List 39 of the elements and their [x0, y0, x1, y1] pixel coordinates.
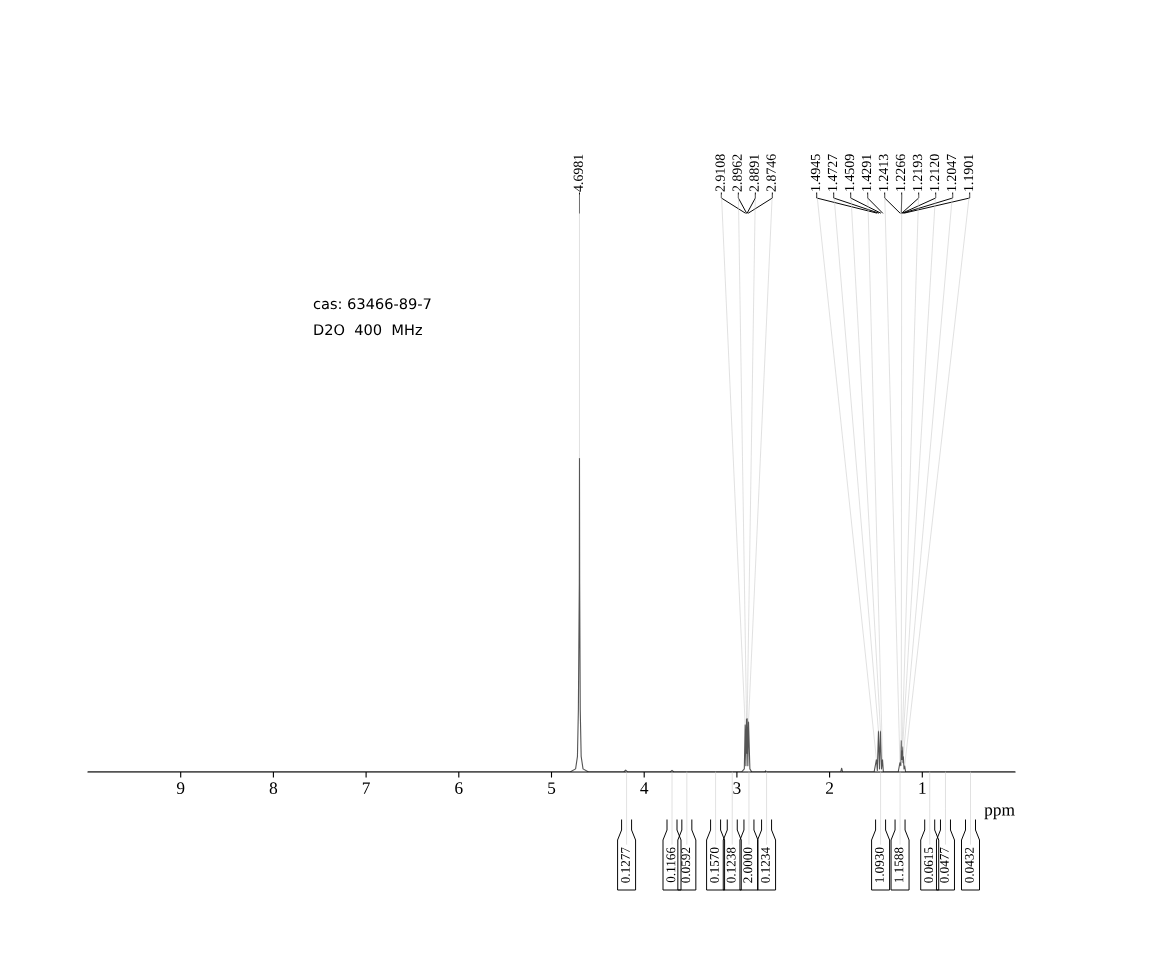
annotation: 1.4727 — [827, 154, 838, 191]
annotation: 1.4291 — [861, 154, 872, 191]
annotation: 1.4945 — [810, 154, 821, 191]
annotation: 2.8891 — [749, 154, 759, 192]
x-tick-label: 1 — [919, 782, 926, 794]
annotation: 1.2266 — [895, 154, 906, 191]
x-tick-label: 6 — [455, 782, 463, 794]
annotation: 0.1570 — [709, 847, 719, 883]
annotation: 0.0615 — [924, 847, 934, 883]
annotation: 2.9108 — [715, 154, 725, 192]
text: cas: 63466-89-7 — [313, 298, 431, 310]
x-tick-label: 9 — [176, 782, 185, 794]
annotation: 0.0477 — [939, 847, 949, 883]
x-tick-label: 7 — [362, 782, 370, 794]
annotation: 2.8746 — [766, 154, 776, 192]
annotation: 1.2047 — [946, 154, 957, 191]
x-tick-label: 3 — [733, 782, 741, 794]
x-tick-label: 5 — [548, 782, 556, 794]
annotation: 1.1588 — [894, 847, 904, 883]
x-tick-label: 8 — [269, 782, 278, 794]
annotation: 0.1166 — [666, 847, 676, 883]
annotation: 1.4509 — [844, 154, 855, 191]
annotation: 1.0930 — [874, 847, 884, 883]
annotation: 2.0000 — [743, 847, 753, 883]
annotation: 2.8962 — [732, 154, 742, 192]
annotation: 0.0592 — [681, 847, 691, 883]
annotation: 4.6981 — [573, 154, 584, 192]
annotation: 1.2120 — [929, 154, 940, 191]
annotation: 1.2413 — [878, 154, 889, 191]
annotation: 0.1277 — [620, 847, 630, 883]
text: D2O 400 MHz — [314, 324, 422, 336]
x-tick-label: 2 — [826, 782, 833, 794]
annotation: 0.1238 — [726, 847, 736, 883]
annotation: 1.1901 — [963, 154, 974, 191]
annotation: 0.0432 — [964, 847, 974, 883]
x-tick-label: 4 — [640, 782, 649, 794]
annotation: 1.2193 — [912, 154, 923, 191]
annotation: 0.1234 — [760, 847, 770, 883]
x-axis-title: ppm — [984, 807, 1015, 820]
